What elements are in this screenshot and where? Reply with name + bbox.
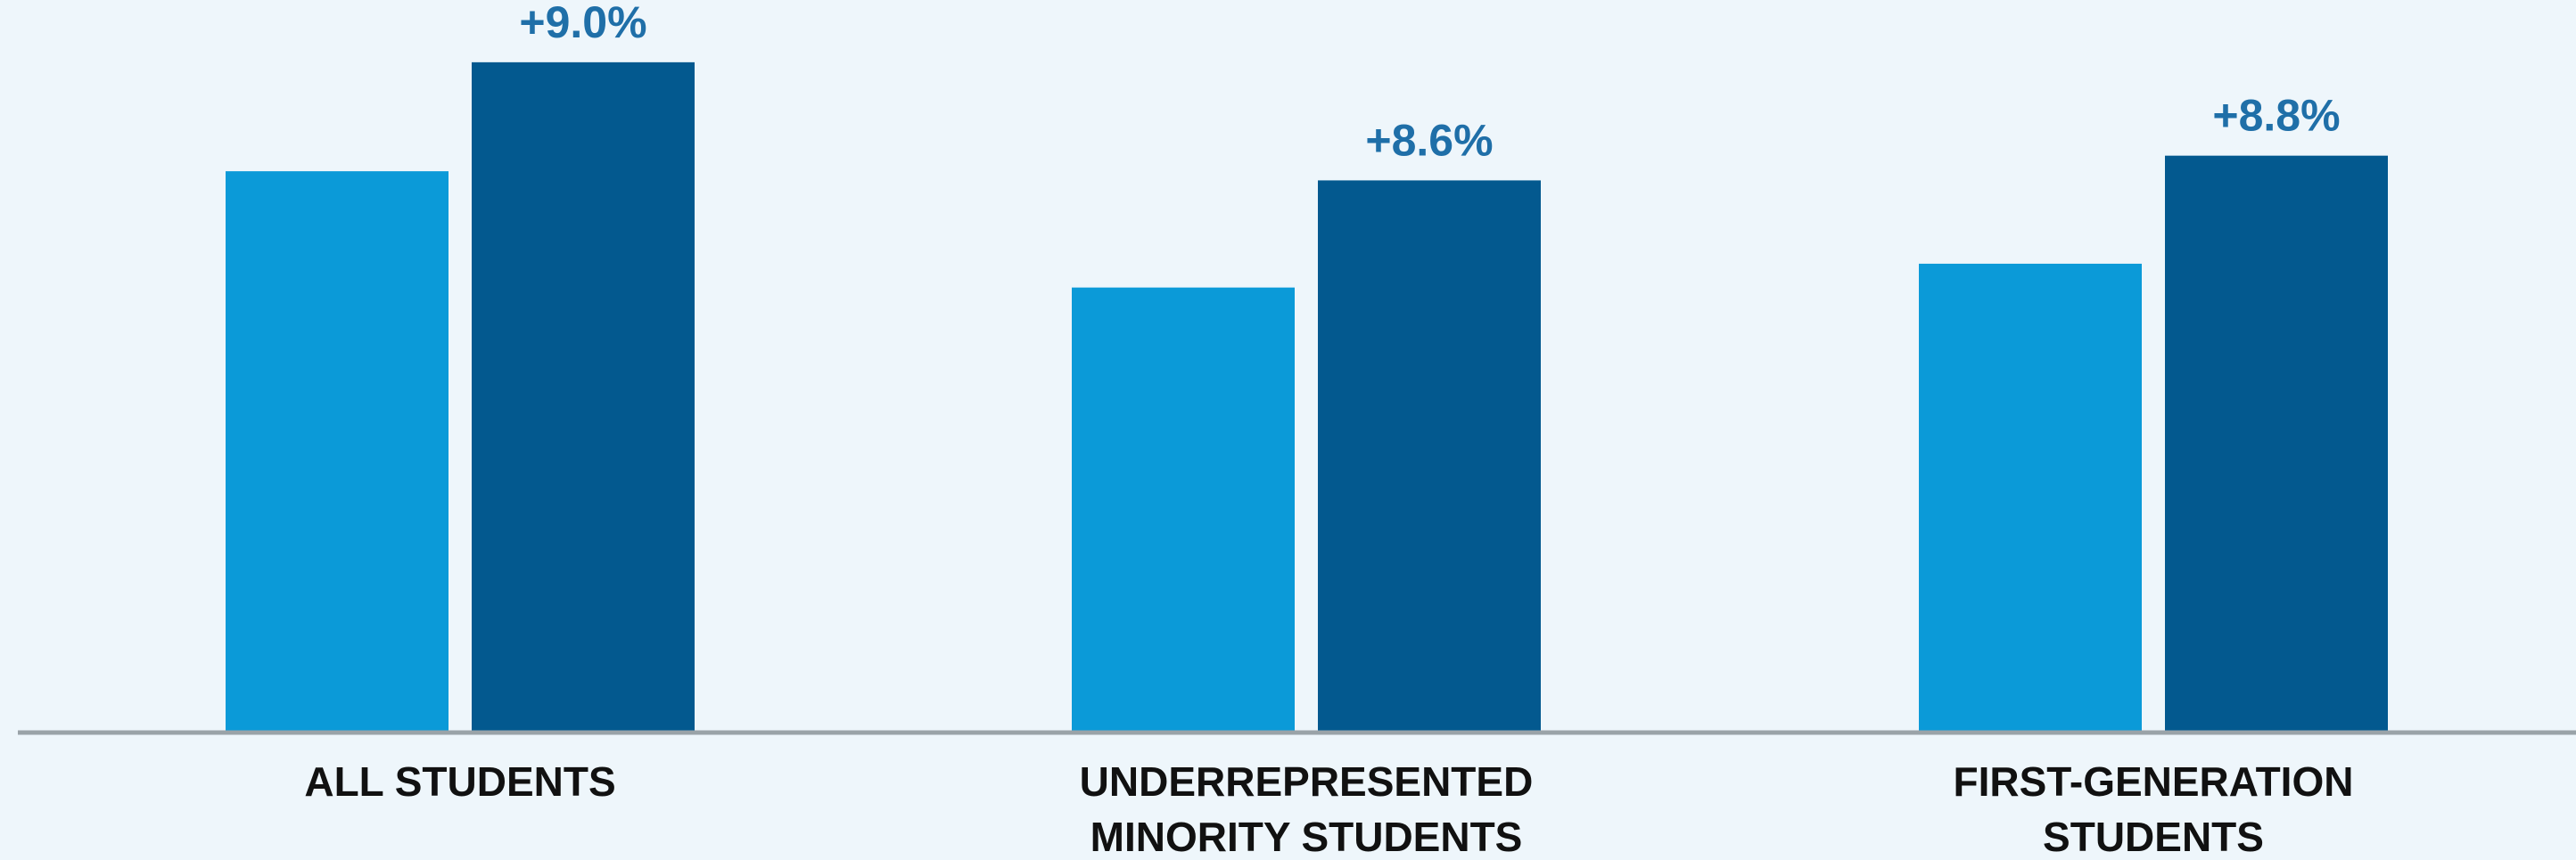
delta-label: +9.0% xyxy=(519,0,646,47)
delta-label: +8.6% xyxy=(1365,115,1493,165)
category-label: STUDENTS xyxy=(2043,814,2264,860)
bar-1-series-0 xyxy=(1072,287,1295,733)
category-label: ALL STUDENTS xyxy=(304,758,615,805)
bar-2-series-1 xyxy=(2165,155,2388,733)
bars-layer xyxy=(226,61,2388,733)
bar-2-series-0 xyxy=(1919,263,2142,733)
bar-0-series-0 xyxy=(226,171,449,733)
labels-layer: +9.0% ALL STUDENTS +8.6% UNDERREPRESENTED MI… xyxy=(304,0,2353,860)
category-label: MINORITY STUDENTS xyxy=(1090,814,1523,860)
category-label: UNDERREPRESENTED xyxy=(1080,758,1534,805)
bar-1-series-1 xyxy=(1318,180,1541,733)
delta-label: +8.8% xyxy=(2212,91,2340,141)
category-label: FIRST-GENERATION xyxy=(1954,758,2354,805)
bar-0-series-1 xyxy=(472,61,695,733)
